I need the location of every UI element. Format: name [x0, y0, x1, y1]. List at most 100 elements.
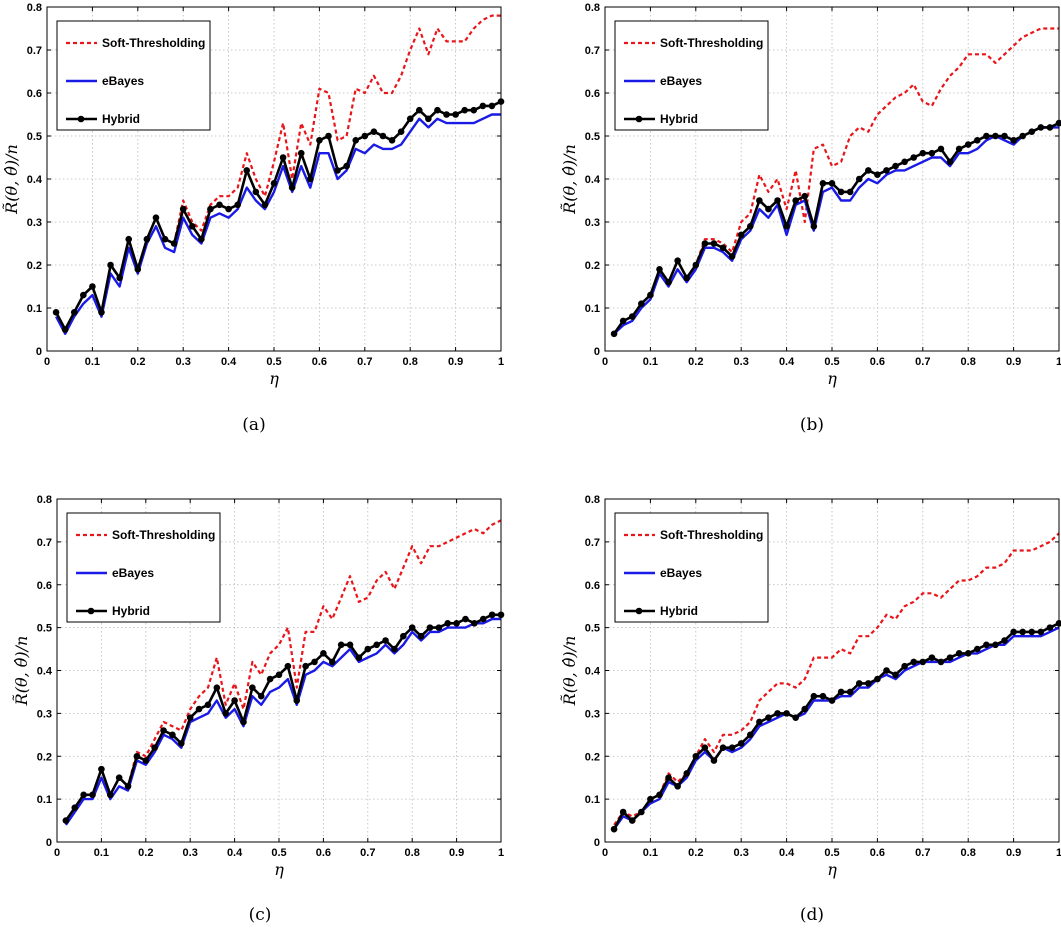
y-tick-label: 0.1	[585, 794, 600, 806]
hybrid-data-point	[701, 744, 709, 751]
hybrid-data-point	[444, 620, 452, 627]
legend-marker	[635, 607, 643, 615]
x-tick-label: 0.5	[824, 847, 839, 859]
hybrid-data-point	[89, 791, 96, 799]
hybrid-data-point	[71, 804, 79, 811]
y-axis-label: R̃(θ, θ̂)/n	[12, 636, 31, 707]
hybrid-data-point	[1046, 124, 1054, 131]
y-tick-label: 0.6	[27, 88, 42, 100]
hybrid-data-point	[710, 240, 718, 247]
hybrid-data-point	[728, 744, 736, 751]
legend-marker	[635, 115, 643, 123]
series-line-soft-thresholding	[55, 14, 501, 331]
hybrid-data-point	[692, 752, 700, 760]
hybrid-data-point	[901, 662, 908, 670]
hybrid-data-point	[195, 705, 203, 713]
x-tick-label: 0	[44, 356, 50, 368]
x-tick-label: 1	[1056, 356, 1061, 368]
hybrid-data-point	[683, 274, 691, 282]
series-line-ebayes	[55, 113, 501, 335]
hybrid-data-point	[234, 201, 241, 209]
hybrid-data-point	[143, 235, 151, 243]
y-tick-label: 0.8	[27, 2, 42, 14]
legend-label: Soft-Thresholding	[102, 36, 205, 50]
chart-panel-c: 0 0.1 0.2 0.3 0.4 0.5 0.6 0.7 0.8 0.9 1 0 0.1 0.2 0.3 0…	[12, 494, 505, 925]
hybrid-data-point	[1037, 628, 1045, 636]
chart-panel-b: 0 0.1 0.2 0.3 0.4 0.5 0.6 0.7 0.8 0.9 1 0 0.1 0.2 0.3 0…	[560, 2, 1061, 435]
x-axis-label: η	[827, 860, 837, 879]
hybrid-data-point	[170, 240, 178, 247]
hybrid-data-point	[819, 180, 827, 187]
hybrid-data-point	[452, 111, 459, 118]
x-tick-label: 0.9	[449, 847, 464, 859]
hybrid-data-point	[279, 154, 287, 161]
y-tick-label: 0	[36, 346, 42, 358]
legend: Soft-Thresholding eBayes Hybrid	[66, 512, 221, 623]
hybrid-data-point	[837, 188, 845, 196]
x-tick-label: 0.3	[734, 356, 749, 368]
legend-label: Hybrid	[660, 112, 698, 126]
legend-label: Hybrid	[112, 604, 150, 618]
x-tick-label: 0.9	[1006, 356, 1021, 368]
hybrid-data-point	[946, 158, 954, 166]
y-tick-label: 0.2	[27, 260, 42, 272]
y-tick-label: 0.8	[585, 494, 600, 506]
x-tick-label: 0.7	[915, 356, 930, 368]
hybrid-data-point	[231, 697, 238, 704]
x-axis-label: η	[274, 860, 284, 879]
y-tick-label: 0.8	[585, 2, 600, 14]
hybrid-data-point	[719, 244, 727, 252]
hybrid-data-point	[382, 637, 389, 644]
x-tick-label: 0.4	[779, 356, 795, 368]
hybrid-data-point	[461, 106, 468, 114]
legend-box	[614, 20, 769, 131]
x-tick-label: 0.8	[961, 847, 976, 859]
hybrid-data-point	[937, 145, 945, 153]
legend-label: eBayes	[112, 566, 154, 580]
hybrid-data-point	[619, 317, 627, 325]
hybrid-data-point	[124, 782, 132, 790]
hybrid-data-point	[1019, 132, 1026, 140]
chart-panel-a: 0 0.1 0.2 0.3 0.4 0.5 0.6 0.7 0.8 0.9 1 0 0.1 0.2 0.3 0…	[2, 2, 505, 435]
hybrid-data-point	[665, 774, 672, 781]
hybrid-data-point	[252, 188, 260, 196]
hybrid-data-point	[692, 261, 700, 269]
hybrid-data-point	[89, 283, 96, 290]
hybrid-data-point	[134, 266, 142, 273]
x-tick-label: 0	[54, 847, 60, 859]
hybrid-data-point	[628, 313, 636, 320]
hybrid-data-point	[443, 111, 450, 118]
hybrid-data-point	[955, 650, 963, 657]
legend-box	[66, 512, 221, 623]
x-tick-label: 0.9	[448, 356, 463, 368]
x-tick-label: 0.4	[227, 847, 243, 859]
legend-label: Soft-Thresholding	[660, 528, 763, 542]
hybrid-data-point	[488, 102, 496, 110]
hybrid-data-point	[337, 641, 345, 649]
hybrid-data-point	[737, 231, 745, 239]
y-tick-label: 0.2	[585, 260, 600, 272]
hybrid-data-point	[765, 714, 772, 721]
y-tick-label: 0.8	[37, 494, 52, 506]
hybrid-data-point	[160, 727, 167, 734]
hybrid-data-point	[801, 192, 809, 200]
hybrid-data-point	[328, 658, 336, 666]
y-tick-label: 0.1	[27, 303, 42, 315]
legend-label: Hybrid	[102, 112, 140, 126]
hybrid-data-point	[179, 205, 187, 213]
hybrid-data-point	[207, 205, 214, 213]
hybrid-data-point	[647, 795, 654, 803]
hybrid-data-point	[488, 611, 496, 619]
hybrid-data-point	[297, 149, 305, 157]
y-tick-label: 0.7	[585, 537, 600, 549]
hybrid-data-point	[1001, 637, 1008, 644]
hybrid-data-point	[774, 710, 781, 717]
y-tick-label: 0.4	[37, 666, 53, 678]
hybrid-data-point	[610, 825, 618, 833]
hybrid-data-point	[973, 645, 981, 653]
x-tick-label: 0.2	[130, 356, 145, 368]
x-tick-label: 0.5	[824, 356, 839, 368]
y-tick-label: 0.4	[27, 174, 43, 186]
hybrid-data-point	[151, 744, 158, 751]
